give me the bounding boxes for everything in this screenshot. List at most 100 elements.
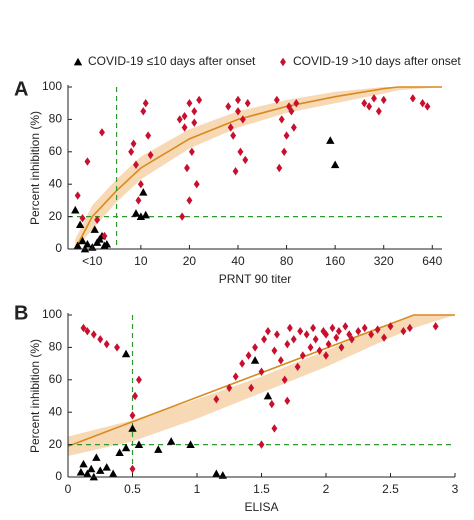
data-point xyxy=(432,322,439,331)
data-point xyxy=(181,123,188,132)
data-point xyxy=(191,118,198,127)
data-point xyxy=(375,107,382,116)
data-point xyxy=(131,209,141,217)
x-tick-label: 3 xyxy=(452,482,459,496)
x-tick-label: 40 xyxy=(231,254,245,268)
legend-label: COVID-19 ≤10 days after onset xyxy=(88,54,256,68)
data-point xyxy=(134,440,144,448)
data-point xyxy=(312,335,319,344)
data-point xyxy=(303,330,310,339)
legend-marker xyxy=(73,57,83,66)
data-point xyxy=(71,205,80,214)
data-point xyxy=(330,160,340,169)
y-tick-label: 20 xyxy=(49,209,63,223)
data-point xyxy=(261,335,268,344)
data-point xyxy=(141,210,150,219)
data-point xyxy=(84,157,91,166)
data-point xyxy=(130,139,137,148)
data-point xyxy=(335,327,342,336)
data-point xyxy=(139,188,148,196)
confidence-band xyxy=(75,87,443,249)
x-tick-label: 10 xyxy=(134,254,148,268)
data-point xyxy=(121,349,131,358)
data-point xyxy=(84,327,91,336)
data-point xyxy=(83,469,92,478)
data-point xyxy=(366,102,373,111)
data-point xyxy=(299,351,306,360)
fit-line xyxy=(67,314,455,447)
data-point xyxy=(273,95,280,105)
data-point xyxy=(87,464,96,473)
x-tick-label: 1 xyxy=(194,482,201,496)
data-point xyxy=(409,94,416,103)
data-point xyxy=(74,191,81,200)
data-point xyxy=(348,335,355,344)
data-point xyxy=(281,375,288,384)
data-point xyxy=(235,95,241,105)
data-point xyxy=(92,453,101,461)
panel-label: A xyxy=(14,78,28,100)
data-point xyxy=(94,215,101,225)
data-point xyxy=(283,131,290,140)
data-point xyxy=(108,469,118,478)
x-tick-label: 320 xyxy=(374,254,394,268)
data-point xyxy=(128,424,137,432)
data-point xyxy=(114,343,120,352)
data-point xyxy=(239,359,246,368)
data-point xyxy=(368,330,375,339)
legend-label: COVID-19 >10 days after onset xyxy=(293,54,461,68)
data-point xyxy=(75,220,85,229)
data-point xyxy=(333,333,340,342)
data-point xyxy=(371,94,377,103)
data-point xyxy=(310,323,317,333)
data-point xyxy=(193,180,200,189)
data-point xyxy=(274,330,280,339)
data-point xyxy=(128,147,135,156)
data-point xyxy=(235,107,241,116)
data-point xyxy=(252,343,258,352)
x-tick-label: 0.5 xyxy=(124,482,141,496)
x-tick-label: 160 xyxy=(325,254,345,268)
data-point xyxy=(380,95,387,105)
data-point xyxy=(95,235,104,243)
data-point xyxy=(145,131,152,140)
legend-marker xyxy=(280,57,286,67)
data-point xyxy=(239,115,246,124)
data-point xyxy=(99,128,105,137)
x-tick-label: 2 xyxy=(323,482,330,496)
data-point xyxy=(278,115,285,124)
data-point xyxy=(284,396,291,406)
data-point xyxy=(79,459,88,468)
y-tick-label: 80 xyxy=(49,340,63,354)
data-point xyxy=(271,424,278,433)
y-tick-label: 100 xyxy=(42,307,62,321)
data-point xyxy=(286,323,293,333)
data-point xyxy=(80,323,87,333)
data-point xyxy=(76,467,86,476)
data-point xyxy=(132,391,139,401)
data-point xyxy=(129,464,136,474)
data-point xyxy=(227,123,234,132)
data-point xyxy=(242,155,249,165)
x-axis-label: ELISA xyxy=(244,500,278,514)
data-point xyxy=(323,351,329,360)
data-point xyxy=(258,440,265,449)
y-tick-label: 60 xyxy=(49,372,63,386)
fit-line xyxy=(74,86,442,250)
data-point xyxy=(290,123,297,132)
data-point xyxy=(142,99,149,108)
data-point xyxy=(361,99,368,108)
data-point xyxy=(326,136,335,144)
data-point xyxy=(406,323,413,333)
data-point xyxy=(115,448,124,457)
y-tick-label: 20 xyxy=(49,437,63,451)
data-point xyxy=(277,356,284,365)
data-point xyxy=(290,335,297,344)
y-axis-label: Percent inhibition (%) xyxy=(28,339,42,453)
data-point xyxy=(90,225,99,233)
data-point xyxy=(248,383,255,393)
data-point xyxy=(374,325,381,334)
data-point xyxy=(90,330,97,339)
data-point xyxy=(184,163,190,173)
